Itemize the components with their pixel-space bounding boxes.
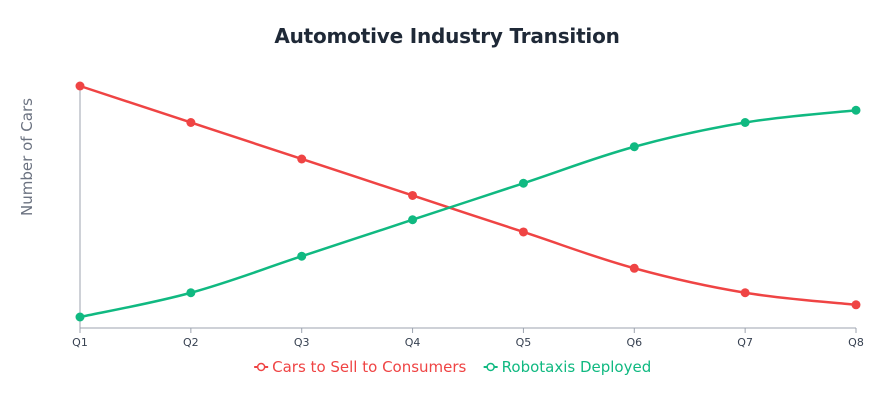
data-point-cars-to-sell-to-consumers[interactable] <box>851 300 861 310</box>
data-point-cars-to-sell-to-consumers[interactable] <box>740 288 750 298</box>
data-point-cars-to-sell-to-consumers[interactable] <box>297 154 307 164</box>
x-tick-label: Q8 <box>848 336 864 349</box>
x-tick-label: Q2 <box>183 336 199 349</box>
data-point-robotaxis-deployed[interactable] <box>297 251 307 261</box>
data-point-cars-to-sell-to-consumers[interactable] <box>75 81 85 91</box>
data-point-cars-to-sell-to-consumers[interactable] <box>518 227 528 237</box>
x-tick-label: Q7 <box>737 336 753 349</box>
data-point-cars-to-sell-to-consumers[interactable] <box>629 263 639 273</box>
x-tick-label: Q3 <box>294 336 310 349</box>
data-point-robotaxis-deployed[interactable] <box>75 312 85 322</box>
data-point-cars-to-sell-to-consumers[interactable] <box>186 117 196 127</box>
data-point-robotaxis-deployed[interactable] <box>186 288 196 298</box>
legend-label-robotaxis-deployed[interactable]: Robotaxis Deployed <box>502 358 652 376</box>
x-tick-label: Q1 <box>72 336 88 349</box>
data-point-cars-to-sell-to-consumers[interactable] <box>408 190 418 200</box>
chart-title: Automotive Industry Transition <box>274 24 620 48</box>
x-tick-label: Q4 <box>405 336 421 349</box>
data-point-robotaxis-deployed[interactable] <box>518 178 528 188</box>
x-tick-label: Q5 <box>516 336 532 349</box>
legend-marker-cars-to-sell-to-consumers[interactable] <box>256 362 266 372</box>
data-point-robotaxis-deployed[interactable] <box>408 215 418 225</box>
y-axis-label: Number of Cars <box>18 98 36 216</box>
series-line-robotaxis-deployed <box>79 109 857 319</box>
legend-marker-robotaxis-deployed[interactable] <box>486 362 495 372</box>
data-point-robotaxis-deployed[interactable] <box>851 105 861 115</box>
x-tick-label: Q6 <box>626 336 642 349</box>
legend-label-cars-to-sell-to-consumers[interactable]: Cars to Sell to Consumers <box>272 358 466 376</box>
series-line-cars-to-sell-to-consumers <box>79 84 857 306</box>
data-point-robotaxis-deployed[interactable] <box>740 117 750 127</box>
data-point-robotaxis-deployed[interactable] <box>629 142 639 152</box>
